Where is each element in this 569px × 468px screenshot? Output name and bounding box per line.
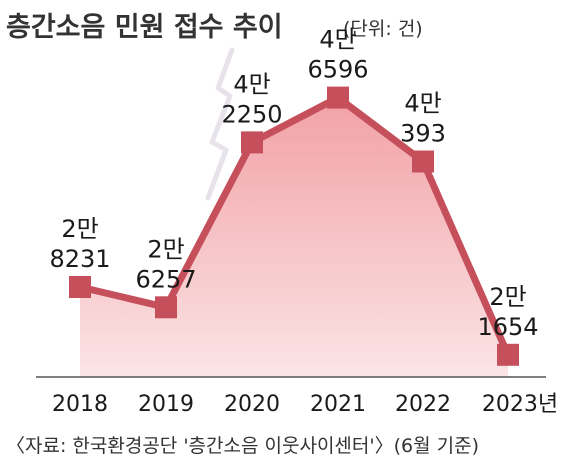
value-label-5-line-1: 1654: [477, 313, 538, 341]
value-label-0-line-1: 8231: [49, 245, 110, 273]
value-label-5: 2만 1654: [477, 283, 538, 341]
data-marker-1: [155, 296, 177, 319]
unit-note: (단위: 건): [343, 18, 423, 40]
value-label-4-line-1: 393: [400, 120, 446, 148]
value-label-4-line-0: 4만: [404, 90, 441, 118]
data-marker-0: [69, 276, 91, 298]
value-label-3: 4만 6596: [307, 26, 368, 84]
series-line: [79, 93, 512, 357]
x-tick-label-5: 2023년: [482, 392, 558, 417]
value-label-1-line-0: 2만: [147, 235, 184, 263]
lightning-icon: [205, 47, 235, 201]
area-fill: [80, 97, 508, 377]
value-label-2-line-1: 2250: [221, 100, 282, 128]
data-markers: [69, 86, 519, 366]
data-marker-2: [241, 131, 263, 154]
data-marker-4: [412, 150, 434, 173]
source-note: 〈자료: 한국환경공단 '층간소음 이웃사이센터'〉(6월 기준): [6, 435, 479, 457]
chart-title: 층간소음 민원 접수 추이: [6, 12, 283, 43]
value-label-5-line-0: 2만: [489, 283, 526, 311]
data-marker-3: [327, 86, 349, 109]
value-label-3-line-1: 6596: [307, 56, 368, 84]
value-label-1: 2만 6257: [135, 235, 196, 293]
x-tick-label-1: 2019: [138, 392, 194, 417]
value-label-4: 4만 393: [400, 90, 446, 148]
value-label-2: 4만 2250: [221, 70, 282, 128]
x-tick-label-4: 2022: [395, 392, 451, 417]
x-tick-label-0: 2018: [52, 392, 108, 417]
value-label-0-line-0: 2만: [61, 215, 98, 243]
x-tick-label-2: 2020: [224, 392, 280, 417]
x-tick-labels: 2018 2019 2020 2021 2022 2023년: [52, 392, 558, 417]
value-label-2-line-0: 4만: [233, 70, 270, 98]
x-tick-label-3: 2021: [310, 392, 366, 417]
value-label-0: 2만 8231: [49, 215, 110, 273]
value-label-1-line-1: 6257: [135, 265, 196, 293]
value-label-3-line-0: 4만: [319, 26, 356, 54]
data-marker-5: [497, 343, 519, 366]
